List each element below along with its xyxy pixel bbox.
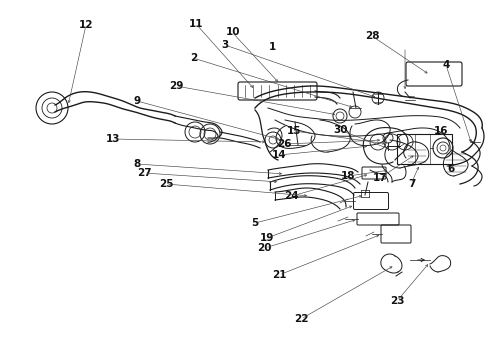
Text: 30: 30: [333, 125, 348, 135]
Text: 16: 16: [434, 126, 448, 136]
Text: 14: 14: [272, 150, 287, 160]
Bar: [397, 134, 452, 164]
Text: 18: 18: [341, 171, 355, 181]
Text: 29: 29: [169, 81, 184, 91]
Text: 20: 20: [257, 243, 272, 253]
Text: 8: 8: [134, 159, 141, 169]
Text: 24: 24: [284, 191, 299, 201]
Text: 28: 28: [365, 31, 380, 41]
Text: 17: 17: [372, 173, 387, 183]
Text: 27: 27: [137, 168, 152, 178]
Text: 19: 19: [260, 233, 274, 243]
Text: 1: 1: [269, 42, 275, 52]
Text: 4: 4: [442, 60, 450, 70]
Text: 5: 5: [251, 218, 258, 228]
Text: 25: 25: [159, 179, 174, 189]
Text: 12: 12: [78, 20, 93, 30]
Text: 13: 13: [105, 134, 120, 144]
Text: 22: 22: [294, 314, 309, 324]
Text: 7: 7: [408, 179, 416, 189]
Text: 9: 9: [134, 96, 141, 106]
Text: 11: 11: [189, 19, 203, 30]
Text: 15: 15: [287, 126, 301, 136]
Text: 23: 23: [390, 296, 404, 306]
Text: 26: 26: [277, 139, 292, 149]
Text: 3: 3: [222, 40, 229, 50]
Text: 10: 10: [225, 27, 240, 37]
Text: 6: 6: [447, 164, 454, 174]
Text: 21: 21: [272, 270, 287, 280]
Text: 2: 2: [190, 53, 197, 63]
